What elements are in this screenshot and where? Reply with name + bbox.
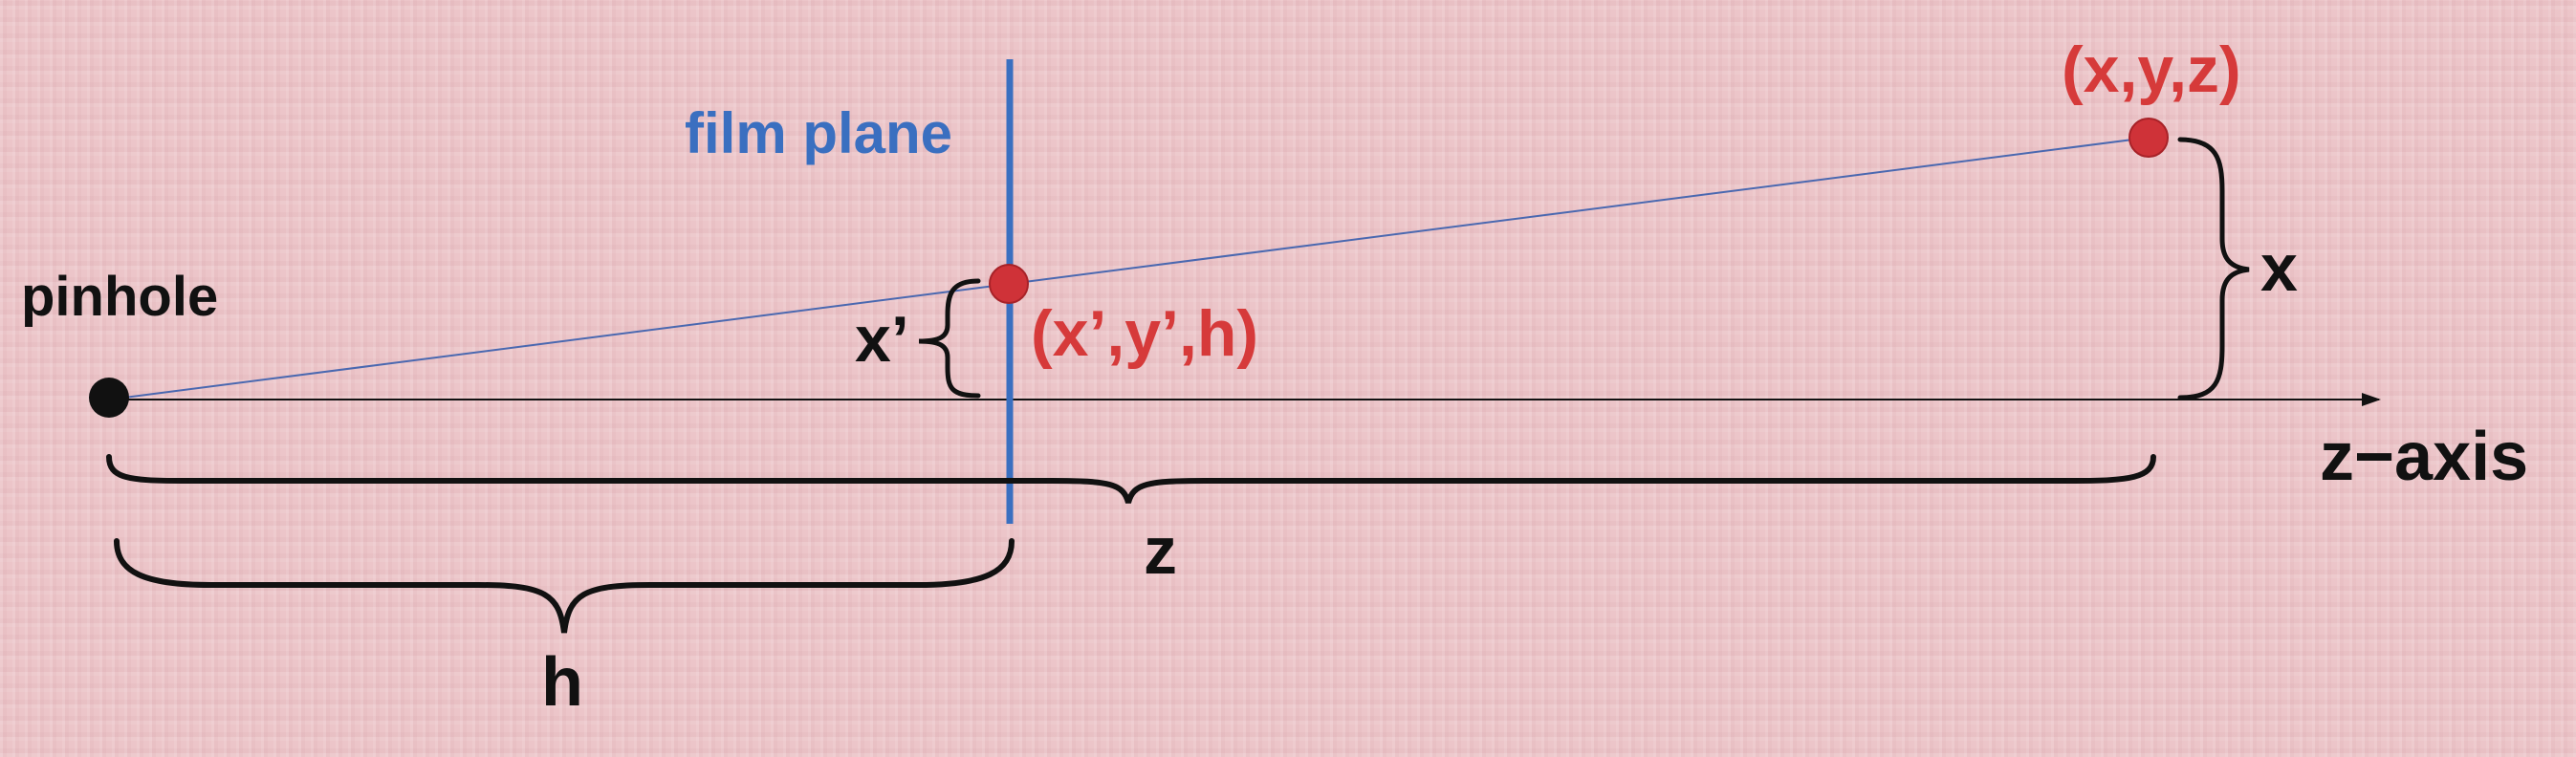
world-point-label: (x,y,z) [2062, 33, 2241, 106]
image-point-dot [989, 264, 1029, 304]
pinhole-label: pinhole [21, 266, 218, 328]
x-prime-label: x’ [855, 303, 909, 376]
x-label: x [2260, 230, 2298, 305]
h-label: h [541, 644, 583, 721]
film-plane-label: film plane [685, 101, 952, 165]
z-axis-label: z−axis [2320, 419, 2528, 495]
z-label: z [1144, 513, 1177, 588]
image-point-label: (x’,y’,h) [1031, 297, 1258, 370]
x-brace [2177, 137, 2250, 400]
projection-ray [108, 137, 2149, 400]
x-prime-brace [918, 278, 981, 399]
world-point-dot [2128, 118, 2169, 158]
pinhole-dot [89, 378, 129, 418]
z-brace [106, 454, 2156, 504]
h-brace [114, 538, 1015, 634]
